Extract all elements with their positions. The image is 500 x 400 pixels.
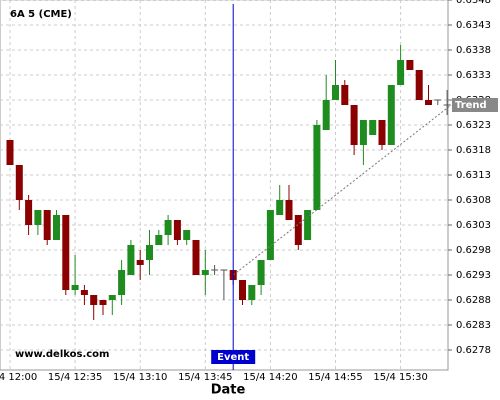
x-axis-label: Date: [211, 383, 246, 398]
candle-body: [118, 270, 126, 295]
candle-body: [43, 210, 51, 240]
candle-body: [341, 85, 349, 105]
candle-body: [71, 285, 79, 290]
x-tick-label: 15/4 14:55: [308, 372, 362, 383]
candle-body: [239, 280, 246, 300]
candle-body: [164, 220, 172, 235]
candle-body: [397, 60, 405, 85]
candle-body: [415, 70, 423, 100]
candle-body: [136, 260, 144, 265]
x-tick-label: 15/4 15:30: [373, 372, 427, 383]
candle-body: [192, 240, 200, 275]
candle-body: [425, 100, 432, 105]
candle-body: [294, 215, 302, 245]
candle-body: [146, 245, 153, 260]
y-tick-label: 0.6288: [456, 295, 491, 306]
candle-body: [155, 235, 163, 245]
candle-body: [99, 300, 107, 305]
candle-body: [201, 270, 209, 275]
candle-body: [359, 120, 367, 145]
plot-area: [0, 0, 449, 371]
watermark: www.delkos.com: [15, 349, 109, 360]
candle-body: [80, 290, 88, 295]
candle-body: [211, 269, 219, 271]
x-tick-label: 15/4 13:45: [178, 372, 232, 383]
y-tick-label: 0.6283: [456, 320, 491, 331]
candle-body: [62, 215, 70, 290]
y-tick-label: 0.6348: [456, 0, 491, 6]
y-tick-label: 0.6323: [456, 120, 491, 131]
candle-body: [350, 105, 358, 145]
candle-body: [220, 269, 228, 271]
x-tick-label: 15/4 13:10: [113, 372, 167, 383]
y-tick-label: 0.6313: [456, 170, 491, 181]
y-tick-label: 0.6293: [456, 270, 491, 281]
candle-body: [332, 85, 339, 100]
candle-body: [90, 295, 98, 305]
candle-body: [248, 285, 256, 300]
candle-body: [406, 60, 414, 70]
y-tick-label: 0.6318: [456, 145, 491, 156]
x-tick-label: 15/4 12:00: [0, 372, 37, 383]
candle-body: [434, 99, 442, 101]
candle-body: [6, 140, 14, 165]
y-tick-label: 0.6278: [456, 345, 491, 356]
y-tick-label: 0.6333: [456, 70, 491, 81]
candle-body: [15, 165, 23, 200]
x-tick-label: 15/4 12:35: [48, 372, 102, 383]
candle-body: [25, 200, 33, 225]
candle-body: [304, 210, 312, 240]
candle-body: [266, 210, 274, 260]
candle-body: [34, 210, 42, 225]
candle-body: [257, 260, 265, 285]
candle-body: [276, 200, 284, 215]
candle-body: [322, 100, 330, 130]
y-tick-label: 0.6303: [456, 220, 491, 231]
y-tick-label: 0.6338: [456, 45, 491, 56]
candle-body: [183, 230, 191, 240]
candle-body: [53, 215, 60, 240]
candle-body: [285, 200, 293, 220]
trend-label-box: [452, 98, 498, 112]
event-label: Event: [217, 352, 249, 363]
candle-body: [108, 295, 116, 300]
y-tick-label: 0.6343: [456, 20, 491, 31]
candle-body: [387, 85, 395, 145]
x-tick-label: 15/4 14:20: [243, 372, 297, 383]
candle-body: [369, 120, 377, 135]
event-label-box: [211, 350, 256, 364]
candle-body: [313, 125, 321, 210]
candle-body: [378, 120, 386, 145]
candle-body: [443, 104, 451, 106]
candle-body: [127, 245, 135, 275]
candle-body: [173, 220, 181, 240]
trend-label: Trend: [455, 100, 487, 111]
chart-title: 6A 5 (CME): [10, 9, 72, 20]
y-tick-label: 0.6298: [456, 245, 491, 256]
y-tick-label: 0.6308: [456, 195, 491, 206]
